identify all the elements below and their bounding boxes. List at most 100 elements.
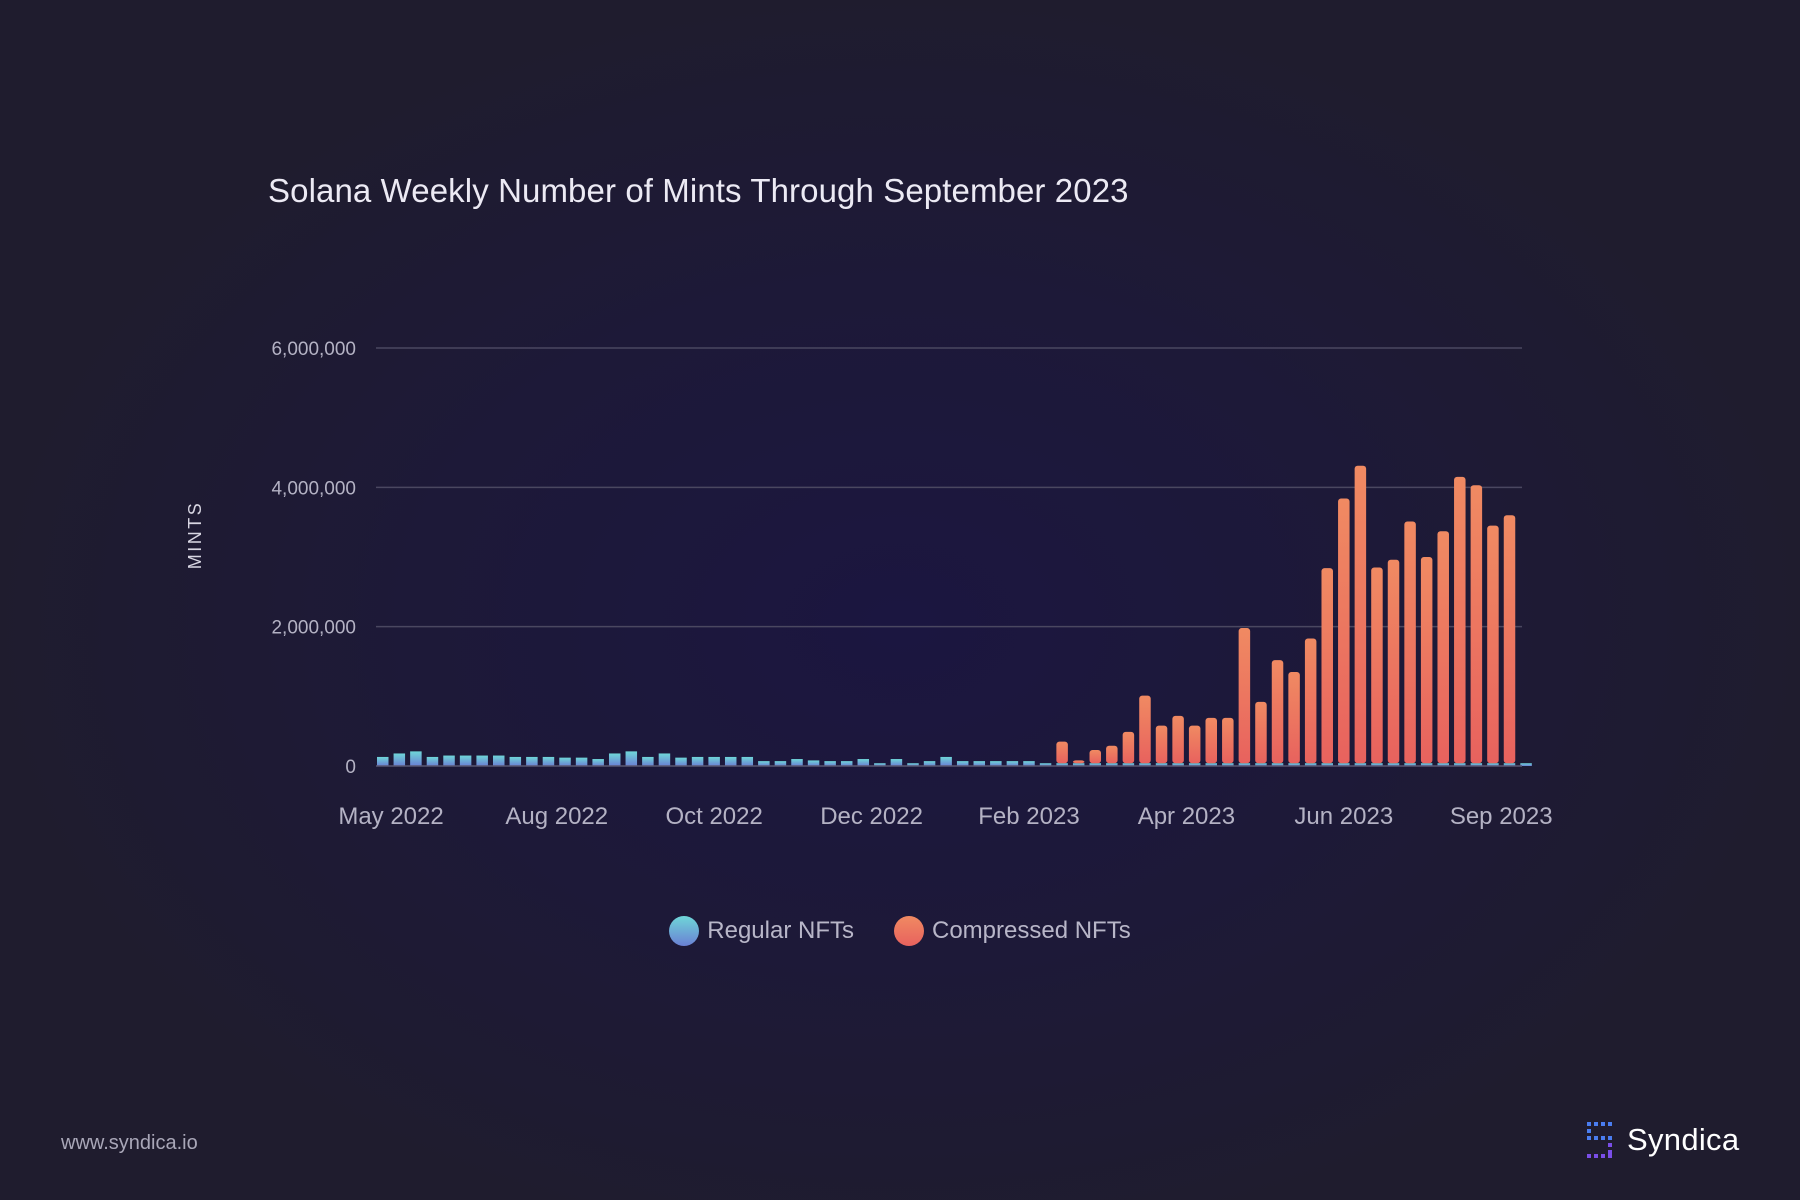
bar-regular bbox=[1023, 761, 1035, 766]
bar-regular bbox=[1039, 763, 1052, 766]
bar-regular bbox=[1321, 763, 1333, 766]
bar-compressed bbox=[1072, 760, 1085, 764]
bar-regular bbox=[1288, 763, 1300, 766]
bar-regular bbox=[973, 761, 986, 766]
bar-regular bbox=[393, 753, 406, 766]
bar-regular bbox=[642, 756, 654, 766]
bar-regular bbox=[542, 756, 555, 766]
bar-regular bbox=[956, 761, 969, 766]
bar-regular bbox=[1338, 763, 1350, 766]
x-tick-label: Oct 2022 bbox=[665, 803, 762, 830]
bar-regular bbox=[410, 751, 422, 766]
bar-regular bbox=[592, 759, 604, 766]
bar-compressed bbox=[1487, 525, 1499, 764]
bar-compressed bbox=[1106, 745, 1118, 764]
bar-regular bbox=[1354, 763, 1367, 766]
y-tick-label: 0 bbox=[345, 757, 356, 778]
bar-regular bbox=[559, 757, 571, 766]
x-tick-label: Dec 2022 bbox=[820, 803, 923, 830]
bar-regular bbox=[1106, 763, 1118, 766]
x-tick-label: Apr 2023 bbox=[1138, 803, 1235, 830]
bar-regular bbox=[857, 759, 870, 766]
y-tick-label: 6,000,000 bbox=[271, 339, 356, 360]
bar-compressed bbox=[1420, 557, 1433, 764]
bar-regular bbox=[708, 756, 720, 766]
bar-regular bbox=[1304, 763, 1317, 766]
bar-regular bbox=[1155, 763, 1168, 766]
x-tick-label: Feb 2023 bbox=[978, 803, 1079, 830]
bar-regular bbox=[1437, 763, 1449, 766]
bar-compressed bbox=[1503, 515, 1516, 764]
bar-compressed bbox=[1437, 531, 1449, 764]
bar-regular bbox=[509, 756, 522, 766]
bar-compressed bbox=[1139, 695, 1151, 764]
bar-regular bbox=[377, 756, 389, 766]
bar-regular bbox=[824, 761, 836, 766]
bar-regular bbox=[476, 755, 488, 766]
bar-regular bbox=[741, 756, 754, 766]
bar-regular bbox=[1006, 761, 1019, 766]
bar-regular bbox=[1487, 763, 1499, 766]
bar-regular bbox=[1089, 763, 1102, 766]
bar-regular bbox=[1072, 763, 1085, 766]
bar-regular bbox=[1122, 763, 1135, 766]
bar-regular bbox=[1503, 763, 1516, 766]
bar-regular bbox=[608, 753, 621, 766]
bar-regular bbox=[907, 763, 919, 766]
bar-regular bbox=[874, 763, 886, 766]
bar-regular bbox=[940, 756, 952, 766]
bar-regular bbox=[658, 753, 671, 766]
bar-regular bbox=[774, 761, 787, 766]
bar-regular bbox=[807, 760, 820, 766]
footer-url[interactable]: www.syndica.io bbox=[61, 1132, 198, 1154]
legend-label-compressed: Compressed NFTs bbox=[932, 917, 1131, 944]
bar-compressed bbox=[1205, 717, 1217, 764]
bar-compressed bbox=[1454, 476, 1466, 764]
bar-regular bbox=[990, 761, 1002, 766]
grid-lines bbox=[376, 347, 1522, 628]
bar-compressed bbox=[1188, 725, 1201, 764]
syndica-logo-icon bbox=[1587, 1122, 1612, 1158]
bar-regular bbox=[1188, 763, 1201, 766]
bar-regular bbox=[459, 755, 472, 766]
bar-regular bbox=[1387, 763, 1400, 766]
bar-regular bbox=[1205, 763, 1217, 766]
bar-regular bbox=[1520, 763, 1532, 766]
bar-regular bbox=[923, 761, 936, 766]
bar-regular bbox=[526, 756, 538, 766]
bar-regular bbox=[1056, 763, 1068, 766]
bar-regular bbox=[1238, 763, 1251, 766]
bar-regular bbox=[1371, 763, 1383, 766]
bar-regular bbox=[1139, 763, 1151, 766]
chart-title: Solana Weekly Number of Mints Through Se… bbox=[268, 172, 1129, 209]
bar-regular bbox=[492, 755, 505, 766]
bar-compressed bbox=[1354, 465, 1367, 764]
legend-item-compressed[interactable]: Compressed NFTs bbox=[894, 916, 1131, 946]
y-axis-label: MINTS bbox=[185, 501, 205, 570]
bar-regular bbox=[675, 757, 687, 766]
bar-regular bbox=[791, 759, 803, 766]
bar-regular bbox=[443, 755, 455, 766]
bar-regular bbox=[890, 759, 903, 766]
bar-compressed bbox=[1056, 741, 1068, 764]
bar-compressed bbox=[1288, 671, 1300, 764]
bar-regular bbox=[1255, 763, 1267, 766]
bar-regular bbox=[1172, 763, 1184, 766]
bar-regular bbox=[575, 757, 588, 766]
x-axis-ticks: May 2022 Aug 2022 Oct 2022 Dec 2022 Feb 2023… bbox=[338, 803, 1552, 830]
legend-item-regular[interactable]: Regular NFTs bbox=[669, 916, 854, 946]
bar-compressed bbox=[1122, 731, 1135, 764]
bar-compressed bbox=[1155, 725, 1168, 764]
bar-compressed bbox=[1255, 701, 1267, 764]
legend-label-regular: Regular NFTs bbox=[707, 917, 854, 944]
x-tick-label: Jun 2023 bbox=[1294, 803, 1393, 830]
brand-name: Syndica bbox=[1627, 1122, 1740, 1157]
bar-compressed bbox=[1172, 715, 1184, 764]
bar-compressed bbox=[1470, 485, 1483, 764]
legend-swatch-compressed bbox=[894, 916, 924, 946]
bar-compressed bbox=[1089, 749, 1102, 764]
x-tick-label: May 2022 bbox=[338, 803, 443, 830]
legend: Regular NFTs Compressed NFTs bbox=[0, 916, 1800, 946]
